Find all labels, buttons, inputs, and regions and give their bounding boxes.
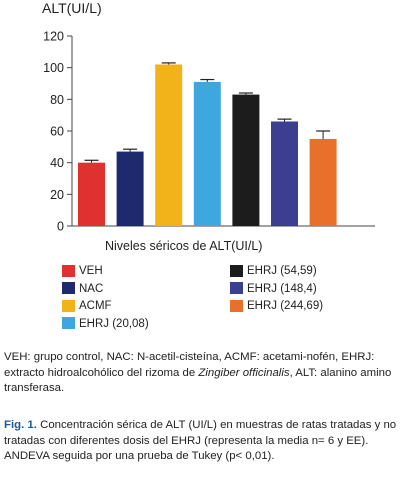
legend-label: EHRJ (244,69) [247, 300, 324, 312]
y-tick-label: 60 [50, 125, 64, 139]
y-tick-label: 40 [50, 156, 64, 170]
abbreviations-note: VEH: grupo control, NAC: N-acetil-cisteí… [4, 350, 414, 397]
legend-item: VEH [62, 264, 103, 278]
bar [116, 151, 144, 226]
y-tick-label: 80 [50, 93, 64, 107]
figure-caption: Fig. 1. Concentración sérica de ALT (UI/… [4, 418, 414, 465]
chart-title: ALT(UI/L) [42, 0, 102, 16]
legend-swatch [230, 282, 243, 295]
legend-swatch [62, 317, 75, 330]
y-tick-label: 0 [57, 220, 64, 234]
legend-swatch [62, 264, 75, 277]
bar [271, 121, 298, 226]
bars [78, 62, 337, 227]
y-tick-label: 20 [50, 188, 64, 202]
bar-chart: ALT(UI/L) 0 20 40 60 80 100 120 Niveles sérico… [42, 0, 375, 253]
bar [309, 138, 337, 226]
abbreviations-text-end: , ALT: alanino amino transferasa. [4, 366, 392, 395]
legend-label: EHRJ (148,4) [247, 282, 317, 295]
legend-label: ACMF [79, 300, 112, 312]
legend: VEH NAC ACMF EHRJ (20,08) EHRJ (54,59) EHRJ (… [62, 264, 323, 331]
x-axis-label: Niveles séricos de ALT(UI/L) [105, 239, 262, 253]
legend-label: EHRJ (54,59) [247, 265, 317, 277]
caption-text: Concentración sérica de ALT (UI/L) en mu… [4, 419, 397, 462]
abbreviations-text: VEH: grupo control, NAC: N-acetil-cisteí… [4, 351, 375, 379]
bar [155, 64, 183, 226]
legend-item: ACMF [62, 299, 112, 313]
y-tick-label: 100 [43, 61, 64, 75]
bar [78, 162, 105, 226]
legend-swatch [62, 299, 75, 312]
legend-swatch [230, 299, 243, 312]
figure-label: Fig. 1. [4, 419, 37, 431]
legend-item: NAC [62, 282, 103, 296]
legend-item: EHRJ (148,4) [230, 282, 317, 296]
y-axis: 0 20 40 60 80 100 120 [43, 30, 72, 234]
legend-item: EHRJ (20,08) [62, 317, 149, 331]
legend-swatch [62, 282, 75, 295]
legend-label: NAC [79, 282, 104, 295]
y-tick-label: 120 [43, 30, 64, 44]
legend-item: EHRJ (54,59) [230, 264, 317, 278]
legend-label: EHRJ (20,08) [79, 317, 149, 330]
legend-item: EHRJ (244,69) [230, 299, 323, 313]
species-name: Zingiber officinalis [198, 366, 290, 379]
bar [232, 94, 260, 226]
legend-label: VEH [79, 265, 103, 277]
legend-swatch [230, 264, 243, 277]
bar [193, 81, 221, 227]
